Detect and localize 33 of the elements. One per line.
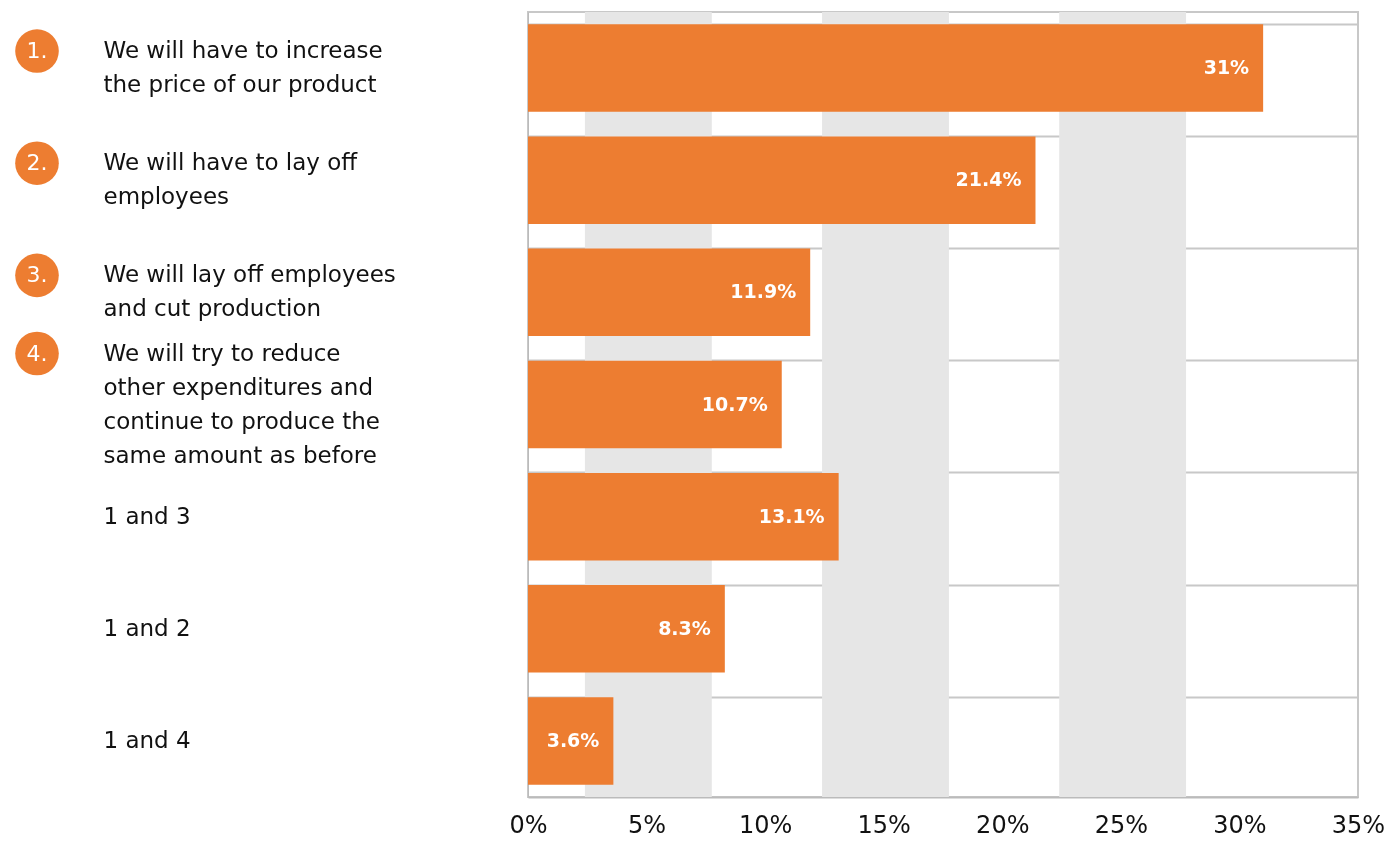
y-tick-label: 1 and 4	[103, 726, 191, 753]
data-label: 31%	[1203, 56, 1250, 79]
x-tick-label: 35%	[1331, 810, 1386, 839]
text: 1.	[26, 38, 48, 64]
data-label: 13.1%	[758, 504, 825, 527]
y-tick-label: We will have to lay off employees	[103, 149, 359, 210]
bar	[528, 697, 614, 785]
bar	[528, 136, 1036, 224]
data-label: 8.3%	[658, 616, 711, 639]
bar	[528, 248, 811, 337]
data-label: 10.7%	[701, 392, 768, 415]
text: 2.	[26, 150, 48, 176]
data-label: 11.9%	[730, 280, 797, 303]
text: 4.	[26, 340, 48, 366]
y-tick-label: 1 and 3	[103, 502, 191, 529]
y-tick-label: 1 and 2	[103, 614, 191, 641]
x-tick-label: 0%	[509, 810, 548, 839]
text: 3.	[26, 262, 48, 288]
x-tick-label: 30%	[1213, 810, 1267, 839]
x-tick-label: 20%	[976, 810, 1030, 839]
bar	[528, 24, 1264, 112]
bar	[528, 360, 782, 449]
x-tick-label: 25%	[1094, 810, 1149, 839]
x-tick-label: 10%	[738, 810, 793, 839]
data-label: 3.6%	[546, 728, 600, 751]
y-tick-label: We will lay off employees and cut production	[103, 261, 396, 322]
x-tick-label: 5%	[628, 810, 667, 839]
x-tick-label: 15%	[857, 810, 911, 839]
bar	[528, 585, 725, 673]
y-tick-label: We will try to reduce other expenditures and continue to produce the same amount as before	[103, 339, 380, 468]
y-tick-label: We will have to increase the price of our product	[103, 37, 383, 98]
data-label: 21.4%	[955, 168, 1022, 191]
bar	[528, 472, 839, 561]
